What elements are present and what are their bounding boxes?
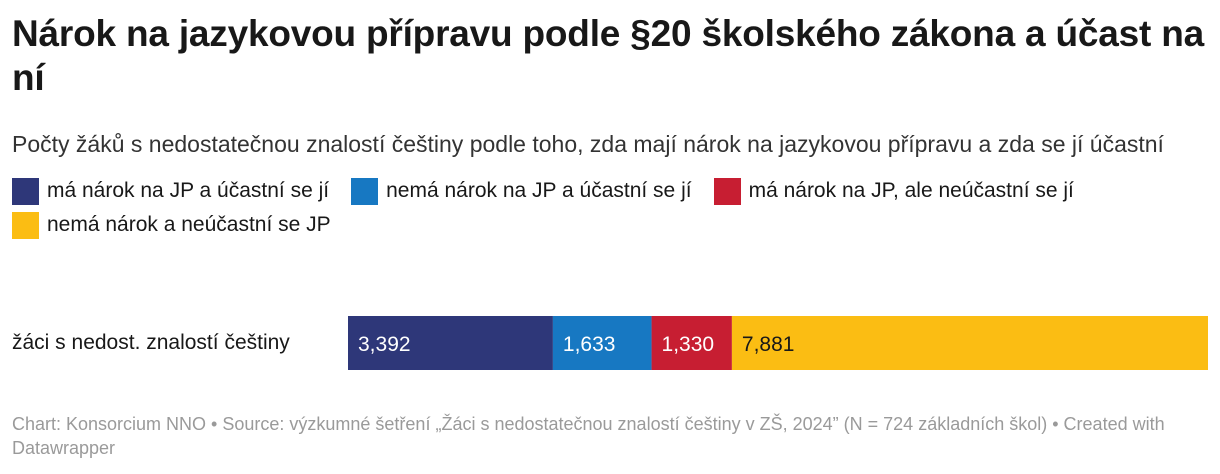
bar-segment-4 [731, 316, 1208, 370]
legend-label-2: nemá nárok na JP a účastní se jí [386, 179, 692, 202]
legend-item-3: má nárok na JP, ale neúčastní se jí [713, 176, 1074, 206]
bar-segment-3 [651, 316, 732, 370]
bar-segment-1 [348, 316, 553, 370]
legend-item-1: má nárok na JP a účastní se jí [12, 176, 329, 206]
bar-value-label-4: 7,881 [742, 333, 795, 356]
legend-swatch-4 [12, 211, 39, 239]
legend-item-2: nemá nárok na JP a účastní se jí [351, 176, 692, 206]
legend-item-4: nemá nárok a neúčastní se JP [12, 210, 331, 240]
legend-label-1: má nárok na JP a účastní se jí [47, 179, 330, 202]
stacked-bar: 3,392 1,633 1,330 7,881 [348, 316, 1208, 370]
bar-value-label-1: 3,392 [358, 333, 411, 356]
category-label: žáci s nedost. znalostí češtiny [12, 331, 290, 354]
legend-label-4: nemá nárok a neúčastní se JP [47, 213, 331, 236]
bar-value-label-3: 1,330 [662, 333, 715, 356]
chart-title: Nárok na jazykovou přípravu podle §20 šk… [12, 13, 1204, 98]
legend-swatch-1 [12, 177, 39, 205]
legend-swatch-3 [713, 177, 741, 205]
chart-subtitle: Počty žáků s nedostatečnou znalostí češt… [12, 131, 1164, 157]
legend-label-3: má nárok na JP, ale neúčastní se jí [748, 179, 1074, 202]
legend: má nárok na JP a účastní se jí nemá náro… [12, 176, 1208, 240]
chart-container: Nárok na jazykovou přípravu podle §20 šk… [12, 12, 1208, 458]
chart-footer: Chart: Konsorcium NNO • Source: výzkumné… [12, 414, 1165, 458]
bar-segment-2 [552, 316, 652, 370]
bar-value-label-2: 1,633 [563, 333, 616, 356]
legend-swatch-2 [351, 177, 379, 205]
bar-row: žáci s nedost. znalostí češtiny 3,392 1,6… [12, 316, 1208, 370]
